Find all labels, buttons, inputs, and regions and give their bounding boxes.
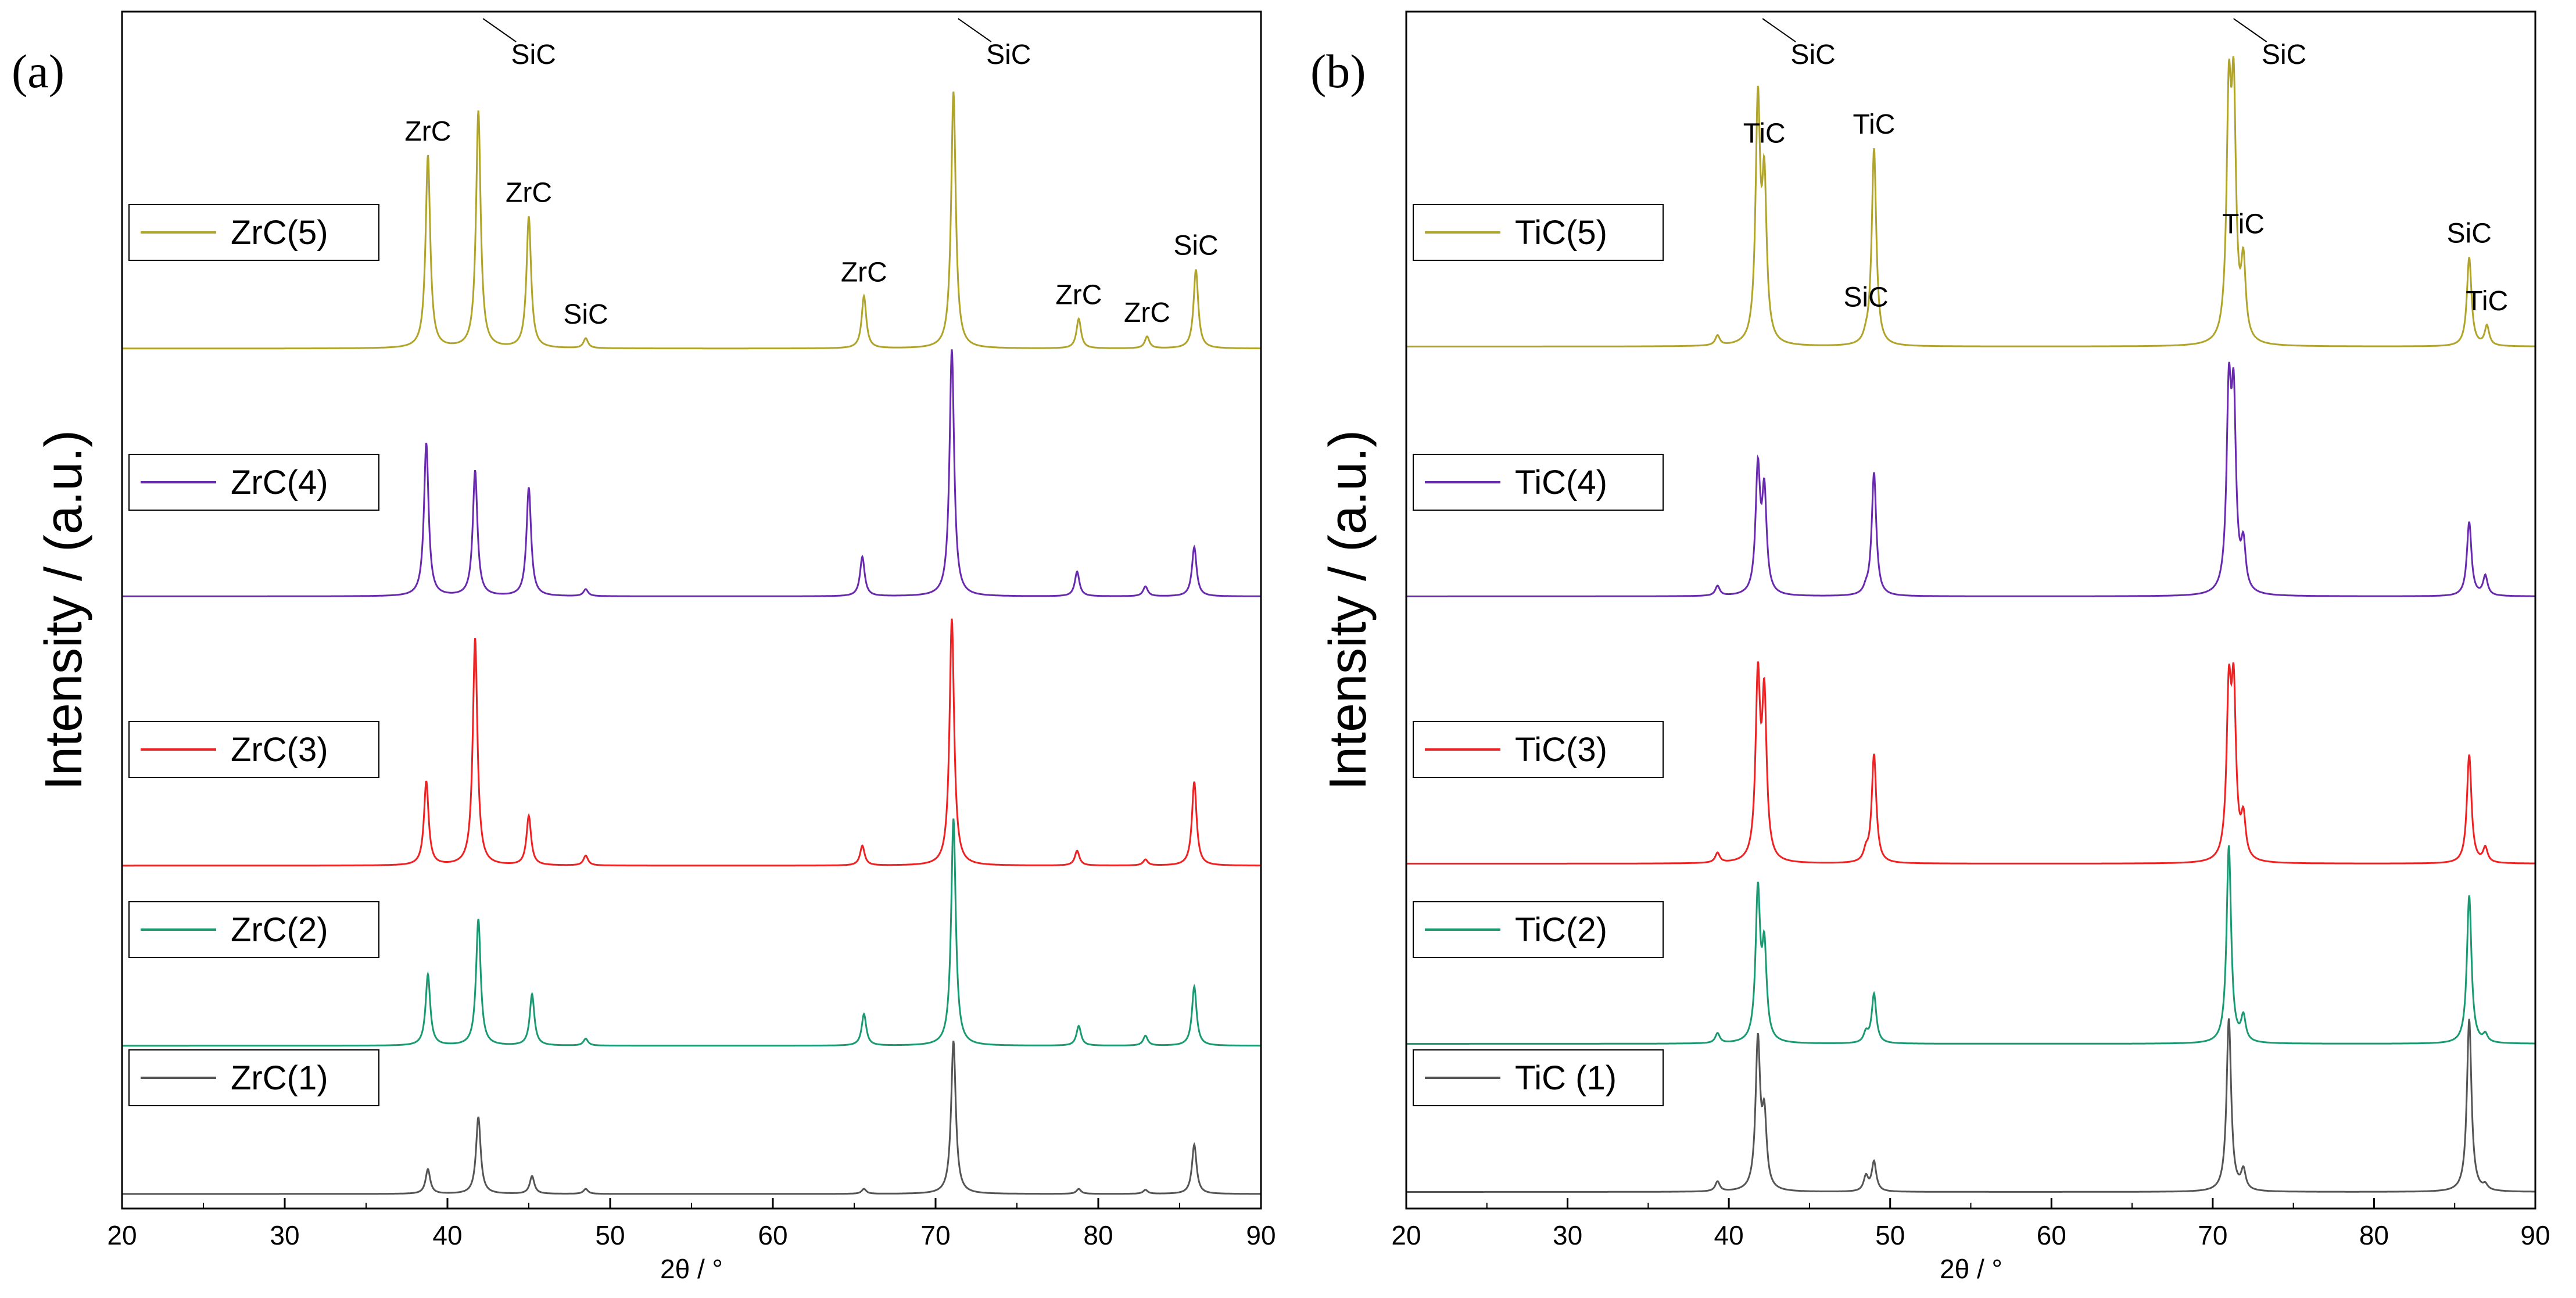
annotation-arrow	[2233, 18, 2267, 42]
peak-label: SiC	[1843, 282, 1888, 313]
annotation-arrow	[482, 18, 517, 42]
x-tick-label: 40	[432, 1220, 462, 1250]
trace-a-5	[122, 91, 1261, 350]
legend-entry-a-3: ZrC(3)	[128, 721, 379, 778]
legend-entry-b-3: TiC(3)	[1413, 721, 1664, 778]
panel-a-legend: ZrC(1) ZrC(2) ZrC(3) ZrC(4) ZrC(5)	[128, 204, 379, 1106]
trace-b-5	[1406, 56, 2535, 347]
peak-label: ZrC	[1124, 297, 1170, 328]
legend-label: ZrC(1)	[231, 1059, 328, 1097]
trace-a-3	[122, 618, 1261, 867]
panel-a-peak-annotations: ZrC SiC ZrC SiC ZrC SiC ZrC ZrC SiC	[404, 18, 1219, 330]
peak-label: ZrC	[1055, 280, 1102, 311]
annotation-arrow	[1762, 18, 1796, 42]
x-tick-label: 90	[2520, 1220, 2550, 1250]
peak-label: SiC	[563, 299, 608, 330]
x-tick-label: 50	[1875, 1220, 1905, 1250]
panel-b-plot-frame	[1405, 10, 2536, 1210]
panel-b-peak-annotations: SiC TiC SiC TiC SiC TiC SiC TiC	[1743, 18, 2508, 317]
peak-label: ZrC	[841, 257, 887, 288]
panel-b-xrd-tic: (b) SiC TiC SiC TiC SiC TiC SiC TiC TiC (1) TiC(…	[1310, 10, 2550, 1284]
legend-label: ZrC(3)	[231, 731, 328, 769]
panel-b-y-axis-title: Intensity / (a.u.)	[1319, 430, 1377, 790]
peak-label: TiC	[2466, 286, 2508, 317]
peak-label: SiC	[511, 40, 556, 70]
legend-entry-a-1: ZrC(1)	[128, 1049, 379, 1106]
legend-label: ZrC(2)	[231, 911, 328, 949]
panel-b-traces	[1406, 56, 2535, 1193]
legend-label: TiC (1)	[1515, 1059, 1617, 1097]
legend-entry-a-2: ZrC(2)	[128, 901, 379, 958]
peak-label: SiC	[2262, 40, 2306, 70]
legend-label: TiC(4)	[1515, 464, 1607, 501]
x-tick-label: 80	[1083, 1220, 1113, 1250]
peak-label: TiC	[1743, 118, 1786, 149]
peak-label: SiC	[2447, 218, 2492, 249]
x-tick-label: 30	[1553, 1220, 1582, 1250]
peak-label: SiC	[1173, 231, 1218, 261]
x-tick-label: 70	[920, 1220, 950, 1250]
legend-entry-b-4: TiC(4)	[1413, 454, 1664, 511]
x-tick-label: 60	[758, 1220, 787, 1250]
x-tick-label: 50	[595, 1220, 625, 1250]
trace-b-2	[1406, 845, 2535, 1045]
panel-a-x-ticks: 20 30 40 50 60 70 80 90	[107, 1198, 1276, 1250]
peak-label: ZrC	[404, 116, 451, 147]
panel-b-x-axis-title: 2θ / °	[1940, 1254, 2002, 1284]
panel-b-label: (b)	[1310, 45, 1366, 98]
peak-label: TiC	[1853, 109, 1896, 140]
panel-b-x-ticks: 20 30 40 50 60 70 80 90	[1391, 1198, 2550, 1250]
x-tick-label: 20	[1391, 1220, 1421, 1250]
peak-label: SiC	[986, 40, 1031, 70]
peak-label: ZrC	[506, 177, 552, 208]
x-tick-label: 30	[270, 1220, 299, 1250]
legend-label: TiC(3)	[1515, 731, 1607, 769]
panel-a-x-axis-title: 2θ / °	[660, 1254, 723, 1284]
legend-label: TiC(2)	[1515, 911, 1607, 949]
legend-entry-b-5: TiC(5)	[1413, 204, 1664, 261]
x-tick-label: 80	[2359, 1220, 2389, 1250]
trace-b-3	[1406, 661, 2535, 865]
trace-a-1	[122, 1041, 1261, 1195]
legend-entry-b-1: TiC (1)	[1413, 1049, 1664, 1106]
legend-label: ZrC(4)	[231, 464, 328, 501]
trace-a-2	[122, 818, 1261, 1047]
annotation-arrow	[958, 18, 992, 42]
x-tick-label: 20	[107, 1220, 137, 1250]
panel-b-legend: TiC (1) TiC(2) TiC(3) TiC(4) TiC(5)	[1413, 204, 1664, 1106]
panel-a-label: (a)	[12, 45, 65, 98]
peak-label: TiC	[2222, 209, 2265, 239]
x-tick-label: 70	[2198, 1220, 2227, 1250]
panel-a-y-axis-title: Intensity / (a.u.)	[35, 430, 93, 790]
x-tick-label: 40	[1714, 1220, 1744, 1250]
legend-entry-a-5: ZrC(5)	[128, 204, 379, 261]
panel-a-plot-frame	[121, 10, 1262, 1210]
trace-b-1	[1406, 1018, 2535, 1193]
legend-label: ZrC(5)	[231, 214, 328, 252]
legend-label: TiC(5)	[1515, 214, 1607, 252]
x-tick-label: 60	[2037, 1220, 2066, 1250]
panel-a-traces	[122, 91, 1261, 1195]
x-tick-label: 90	[1246, 1220, 1276, 1250]
legend-entry-b-2: TiC(2)	[1413, 901, 1664, 958]
trace-a-4	[122, 349, 1261, 597]
peak-label: SiC	[1790, 40, 1835, 70]
legend-entry-a-4: ZrC(4)	[128, 454, 379, 511]
trace-b-4	[1406, 361, 2535, 597]
